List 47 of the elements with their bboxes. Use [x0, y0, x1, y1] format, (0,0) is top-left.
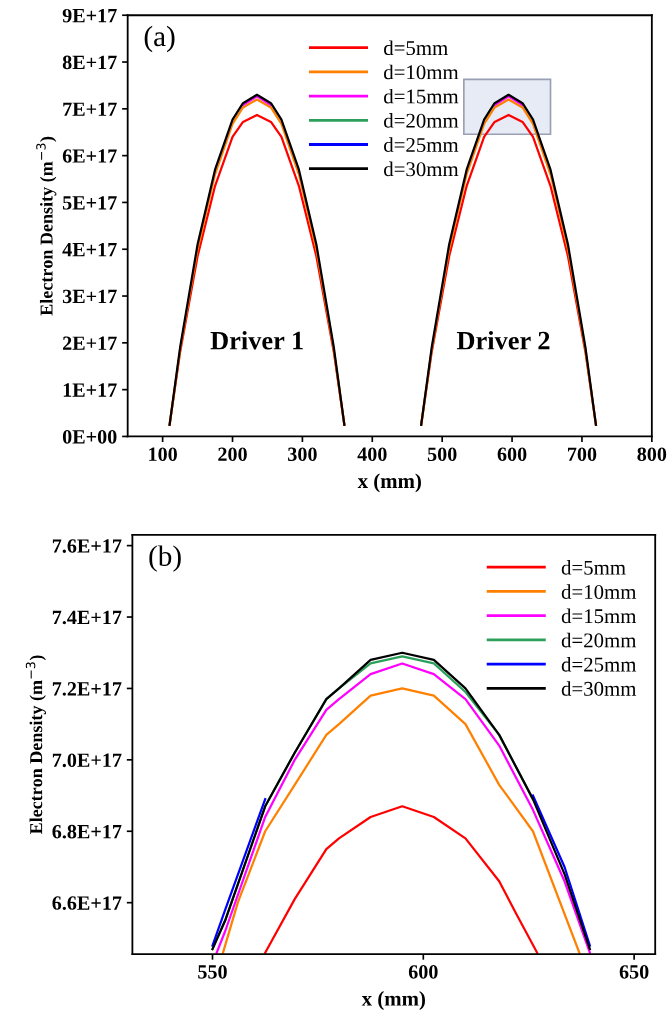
x-tick-label: 200	[218, 447, 247, 462]
legend-label: d=5mm	[384, 40, 448, 56]
x-tick-label: 550	[198, 965, 227, 979]
y-tick-label: 9E+17	[62, 8, 117, 23]
legend-label: d=30mm	[561, 681, 637, 696]
x-tick-label: 300	[288, 447, 317, 462]
y-tick-label: 7.0E+17	[52, 753, 122, 768]
x-tick-label: 600	[497, 447, 527, 462]
legend-label: d=20mm	[384, 113, 459, 128]
annotation: Driver 2	[456, 330, 550, 350]
y-tick-label: 0E+00	[62, 430, 117, 444]
y-tick-label: 8E+17	[62, 55, 117, 70]
x-tick-label: 700	[568, 447, 597, 462]
x-tick-label: 500	[427, 447, 457, 462]
y-tick-label: 1E+17	[63, 383, 117, 397]
y-tick-label: 3E+17	[62, 289, 117, 304]
y-tick-label: 7.2E+17	[52, 682, 122, 696]
y-tick-label: 7.6E+17	[52, 539, 122, 553]
legend-label: d=30mm	[384, 161, 459, 177]
legend-label: d=10mm	[561, 584, 637, 599]
y-tick-label: 5E+17	[62, 196, 117, 210]
legend-label: d=20mm	[561, 632, 637, 648]
y-tick-label: 6.8E+17	[52, 824, 122, 839]
x-tick-label: 800	[637, 447, 667, 462]
x-tick-label: 600	[408, 965, 438, 979]
y-tick-label: 6.6E+17	[52, 896, 122, 910]
legend-label: d=15mm	[561, 608, 637, 624]
x-tick-label: 100	[149, 447, 177, 462]
x-tick-label: 400	[357, 447, 387, 462]
y-tick-label: 2E+17	[62, 336, 117, 350]
x-axis-title: x (mm)	[357, 473, 421, 493]
y-tick-label: 4E+17	[62, 242, 117, 257]
legend-label: d=25mm	[384, 137, 459, 152]
annotation: (b)	[149, 545, 181, 572]
y-axis-title: Electron Density (m$^{−3}$)	[36, 136, 57, 316]
x-tick-label: 650	[619, 965, 649, 979]
legend-label: d=15mm	[384, 88, 459, 104]
legend-label: d=10mm	[384, 64, 459, 80]
annotation: Driver 1	[210, 330, 303, 350]
y-axis-title: Electron Density (m$^{−3}$)	[25, 655, 46, 835]
legend-label: d=25mm	[561, 656, 637, 672]
y-tick-label: 6E+17	[62, 149, 117, 163]
x-axis-title: x (mm)	[361, 991, 425, 1011]
annotation: (a)	[144, 25, 175, 53]
legend-label: d=5mm	[561, 560, 626, 575]
y-tick-label: 7.4E+17	[52, 610, 122, 625]
y-tick-label: 7E+17	[63, 102, 117, 116]
